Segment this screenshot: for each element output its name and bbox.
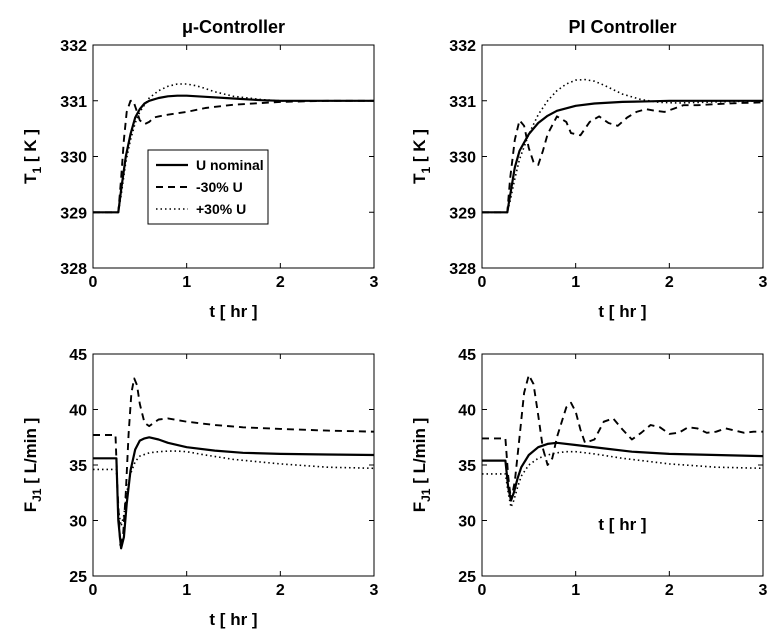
chart-title: PI Controller xyxy=(568,17,676,37)
y-tick-label: 331 xyxy=(449,94,476,111)
y-axis-label-subscript: J1 xyxy=(419,488,433,502)
plot-area xyxy=(481,44,764,269)
subplot-4: 0 1 2 3 25 30 35 40 45 t [ hr ] FJ1 [ L/min ] xyxy=(410,347,768,599)
subplot-3: 0 1 2 3 25 30 35 40 45 t [ hr ] FJ1 [ L/min ] xyxy=(21,347,379,629)
series-line-dotted xyxy=(482,78,764,214)
legend-entry: U nominal xyxy=(196,157,264,173)
x-axis-label: t [ hr ] xyxy=(598,302,646,321)
y-tick-label: 45 xyxy=(458,347,476,364)
y-axis-label: FJ1 [ L/min ] xyxy=(21,418,44,513)
x-tick-label: 2 xyxy=(665,582,674,599)
legend: U nominal -30% U +30% U xyxy=(147,149,269,225)
y-tick-label: 330 xyxy=(449,150,476,167)
y-tick-label: 35 xyxy=(458,458,476,475)
x-tick-label: 3 xyxy=(370,274,379,291)
series-line-dashed xyxy=(93,377,375,546)
y-tick-label: 25 xyxy=(458,569,476,586)
x-tick-label: 2 xyxy=(665,274,674,291)
y-axis-label: T1 [ K ] xyxy=(410,129,433,184)
x-tick-label: 1 xyxy=(571,274,580,291)
y-tick-label: 35 xyxy=(69,458,87,475)
y-tick-label: 30 xyxy=(69,514,87,531)
chart-title: μ-Controller xyxy=(182,17,285,37)
y-tick-label: 25 xyxy=(69,569,87,586)
y-axis-label: FJ1 [ L/min ] xyxy=(410,418,433,513)
x-tick-label: 0 xyxy=(478,582,487,599)
x-tick-label: 1 xyxy=(182,274,191,291)
x-tick-label: 3 xyxy=(370,582,379,599)
x-tick-label: 0 xyxy=(89,582,98,599)
x-tick-label: 0 xyxy=(89,274,98,291)
series-line-solid xyxy=(482,441,764,502)
series-line-dashed xyxy=(482,101,764,214)
x-tick-label: 2 xyxy=(276,582,285,599)
series-line-dashed xyxy=(93,99,374,214)
series-line-solid xyxy=(93,94,374,214)
y-tick-label: 330 xyxy=(60,150,87,167)
plot-area xyxy=(92,353,375,577)
y-tick-label: 329 xyxy=(449,205,476,222)
series-line-dotted xyxy=(482,450,764,508)
y-axis-label-unit: [ K ] xyxy=(410,129,429,167)
x-axis-label: t [ hr ] xyxy=(209,302,257,321)
y-axis-label-unit: [ L/min ] xyxy=(410,418,429,489)
y-axis-label-main: F xyxy=(21,502,40,512)
y-axis-label-subscript: J1 xyxy=(30,488,44,502)
legend-entry: +30% U xyxy=(196,201,246,217)
x-axis-label: t [ hr ] xyxy=(598,515,646,534)
plot-area xyxy=(481,353,764,577)
x-axis-label: t [ hr ] xyxy=(209,610,257,629)
y-tick-label: 328 xyxy=(449,261,476,278)
series-line-solid xyxy=(482,99,763,214)
y-axis-label-subscript: 1 xyxy=(419,167,433,174)
x-tick-label: 3 xyxy=(759,582,768,599)
y-axis-label-main: T xyxy=(410,173,429,184)
y-tick-label: 30 xyxy=(458,514,476,531)
series-line-dashed xyxy=(482,374,763,502)
x-tick-label: 1 xyxy=(182,582,191,599)
series-line-solid xyxy=(93,436,375,550)
y-tick-label: 40 xyxy=(458,403,476,420)
y-axis-label-main: F xyxy=(410,502,429,512)
x-tick-label: 3 xyxy=(759,274,768,291)
y-tick-label: 329 xyxy=(60,205,87,222)
x-tick-label: 0 xyxy=(478,274,487,291)
y-axis-label-unit: [ L/min ] xyxy=(21,418,40,489)
y-axis-label-main: T xyxy=(21,173,40,184)
y-tick-label: 331 xyxy=(60,94,87,111)
y-tick-label: 328 xyxy=(60,261,87,278)
series-line-dotted xyxy=(93,450,375,527)
y-axis-label: T1 [ K ] xyxy=(21,129,44,184)
y-axis-label-subscript: 1 xyxy=(30,167,44,174)
x-tick-label: 2 xyxy=(276,274,285,291)
y-tick-label: 332 xyxy=(60,38,87,55)
legend-entry: -30% U xyxy=(196,179,243,195)
y-tick-label: 40 xyxy=(69,403,87,420)
subplot-2: 0 1 2 3 328 329 330 331 332 PI Controller t [ hr ]… xyxy=(410,17,768,321)
x-tick-label: 1 xyxy=(571,582,580,599)
y-tick-label: 332 xyxy=(449,38,476,55)
y-tick-label: 45 xyxy=(69,347,87,364)
y-axis-label-unit: [ K ] xyxy=(21,129,40,167)
subplot-1: 0 1 2 3 328 329 330 331 332 μ-Controller t [ hr ] T… xyxy=(21,17,379,321)
series-line-dotted xyxy=(93,83,374,214)
